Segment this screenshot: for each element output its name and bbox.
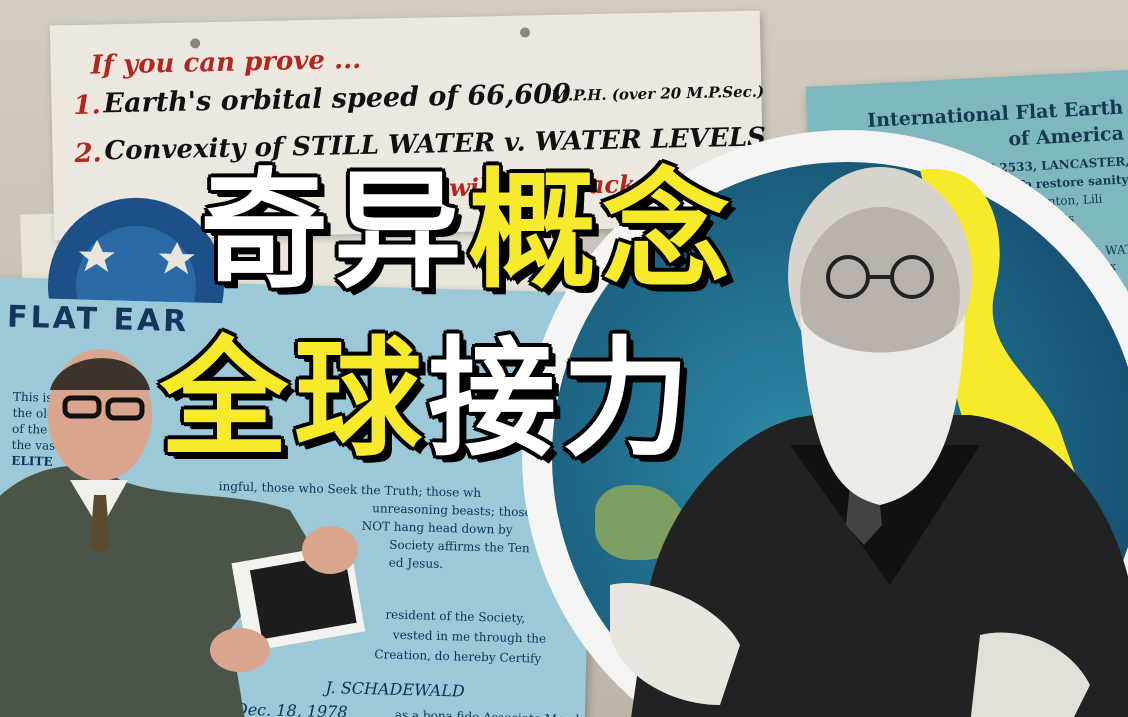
cert-line: ed Jesus.: [388, 555, 444, 572]
bearded-man-portrait: [610, 167, 1128, 717]
cert-footer: as a bona fide Associate Member: [395, 708, 597, 717]
poster-num-1: 1.: [73, 90, 101, 121]
poster-line-intro: If you can prove ...: [90, 44, 362, 81]
headline-white-1: 奇异: [200, 157, 469, 306]
poster-line-orbital-unit: M.P.H. (over 20 M.P.Sec.): [551, 82, 765, 105]
globe-emblem-icon: [47, 197, 224, 304]
cert-line: resident of the Society,: [385, 607, 526, 626]
cert-line: Society affirms the Ten: [389, 537, 530, 556]
pin-icon: [190, 38, 201, 49]
headline-white-2: 接力: [428, 325, 697, 474]
man-with-photo-figure: [0, 349, 366, 717]
card-title-2: of America: [1007, 122, 1125, 151]
flat-earth-certificate: FLAT EAR This is the olde of the the vas…: [0, 197, 597, 717]
headline-line-1: 奇异概念: [200, 168, 736, 296]
cert-line: vested in me through the: [392, 627, 547, 646]
headline-line-2: 全球接力: [160, 336, 696, 464]
poster-line-orbital: Earth's orbital speed of 66,600: [103, 78, 572, 120]
pin-icon: [519, 27, 531, 38]
cert-line: Creation, do hereby Certify: [374, 647, 542, 666]
poster-num-2: 2.: [74, 138, 102, 169]
headline-yellow-1: 概念: [468, 157, 737, 306]
headline-yellow-2: 全球: [160, 325, 429, 474]
